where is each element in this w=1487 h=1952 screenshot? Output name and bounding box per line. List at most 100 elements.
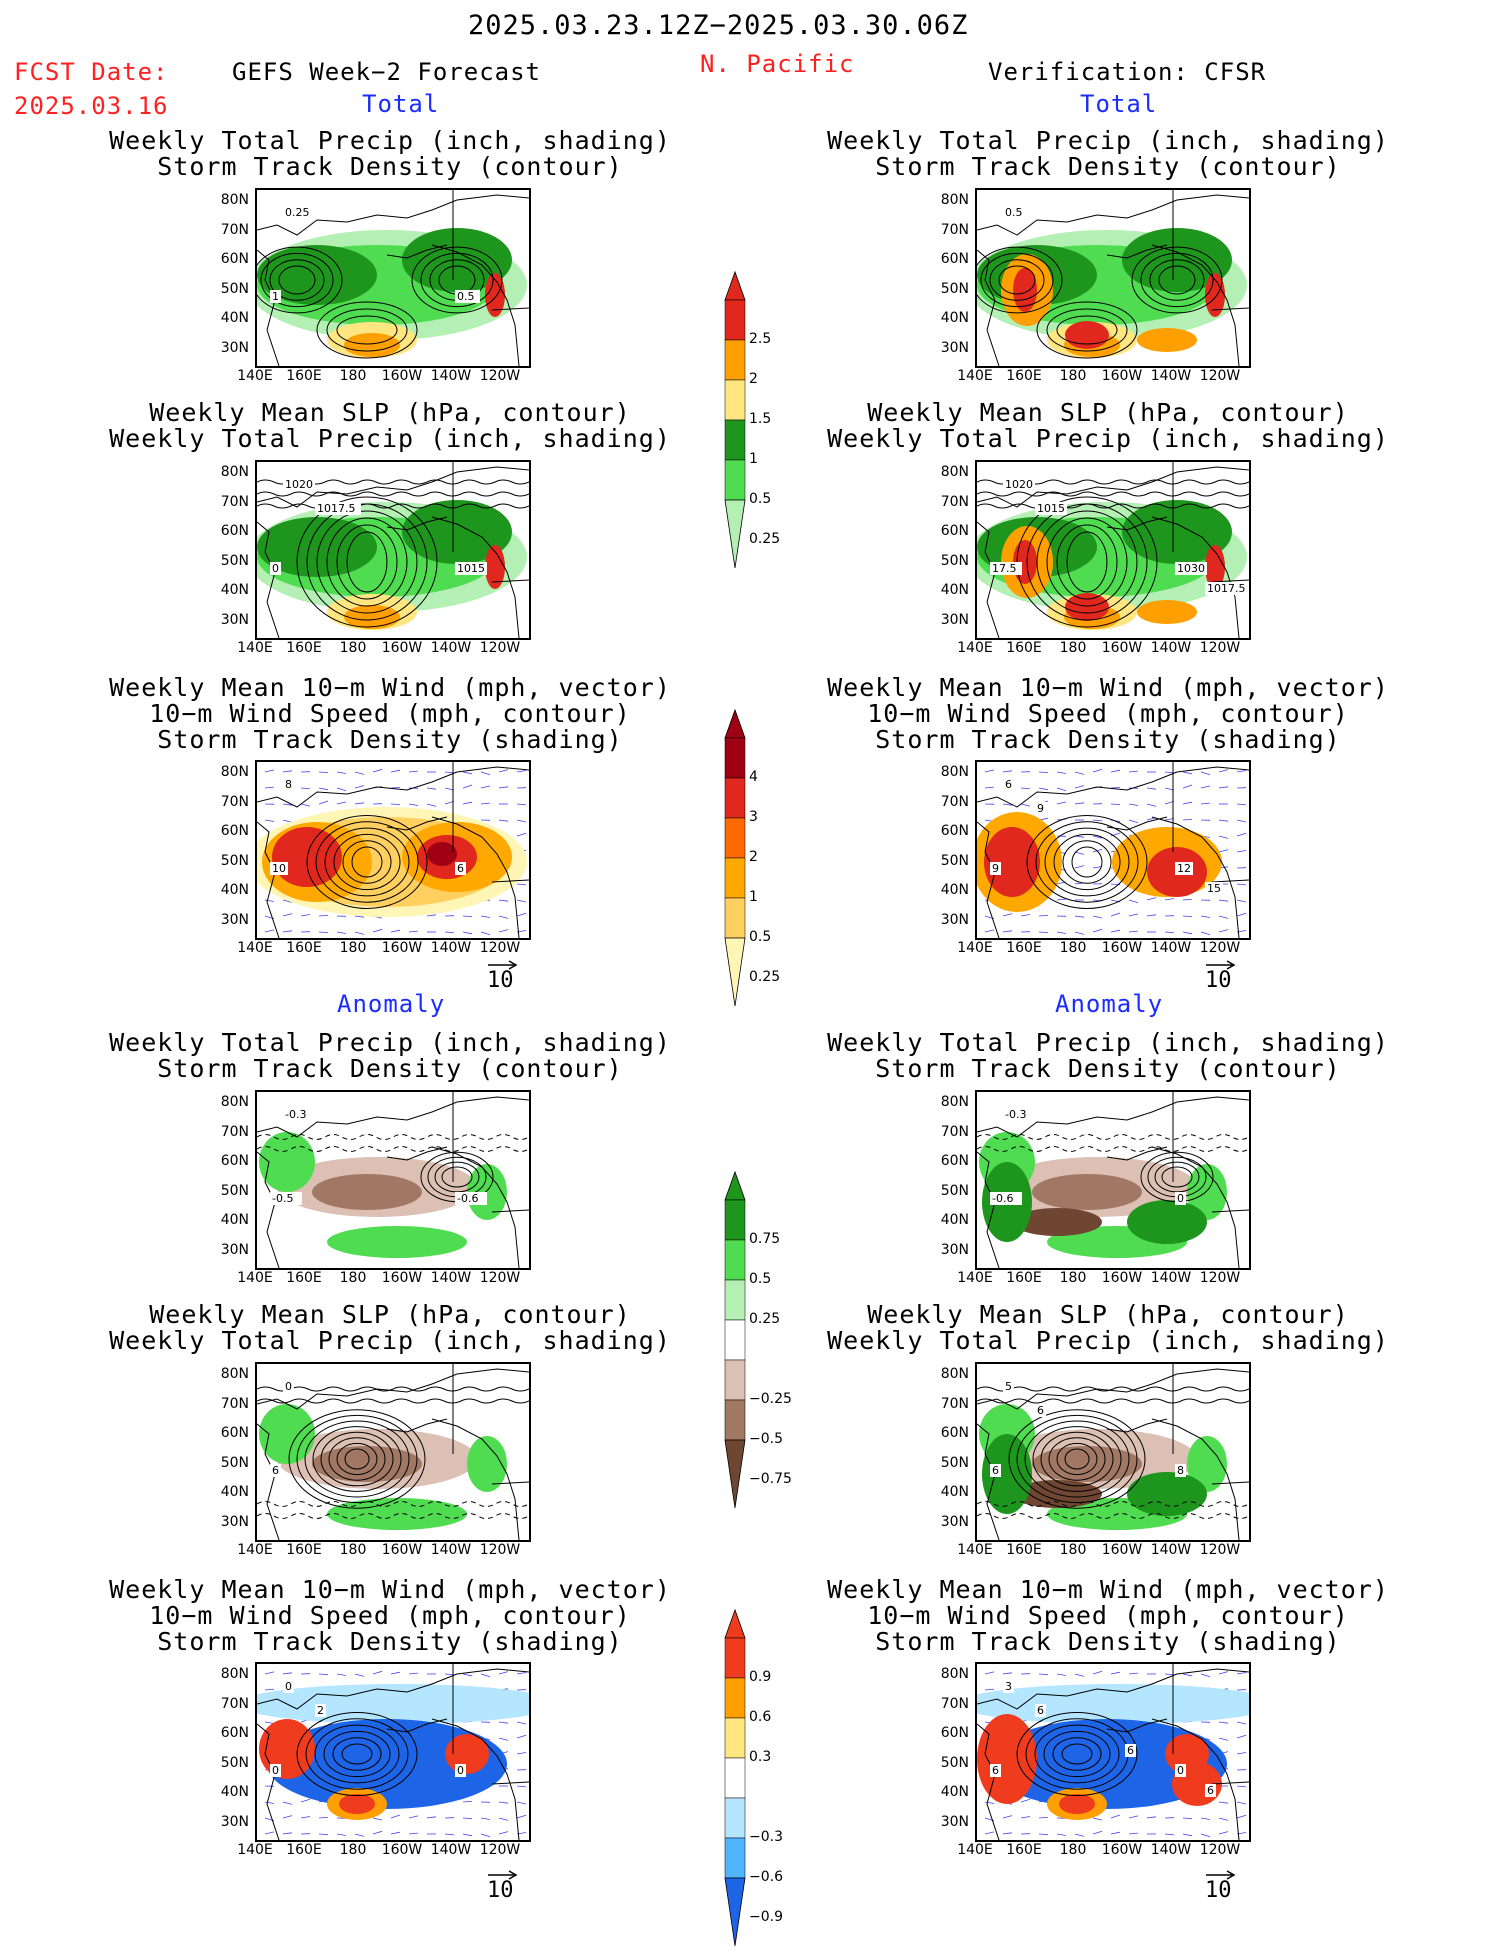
wind-vector xyxy=(1183,785,1192,788)
wind-vector xyxy=(1201,786,1210,788)
wind-vector xyxy=(373,1831,382,1834)
contour-label: -0.6 xyxy=(457,1192,478,1205)
lon-tick-label: 120W xyxy=(475,640,525,656)
wind-vector xyxy=(499,1722,508,1723)
wind-vector xyxy=(1129,771,1138,772)
section-anomaly-right: Anomaly xyxy=(1055,990,1163,1018)
colorbar-label: 0.3 xyxy=(749,1749,771,1765)
wind-vector xyxy=(1147,915,1156,916)
lon-tick-label: 120W xyxy=(1195,1542,1245,1558)
contour-label: -0.3 xyxy=(285,1108,306,1121)
colorbar-cap xyxy=(725,1440,745,1508)
wind-vector xyxy=(463,785,472,788)
colorbar-segment xyxy=(725,1240,745,1280)
wind-vector xyxy=(1057,932,1066,934)
wind-vector xyxy=(1057,1834,1066,1836)
wind-vector xyxy=(1039,1834,1048,1835)
contour-label: 0.5 xyxy=(1005,206,1023,219)
wind-vector xyxy=(283,931,292,932)
lat-tick-label: 40N xyxy=(209,882,249,898)
lat-tick-label: 30N xyxy=(209,1814,249,1830)
wind-vector xyxy=(445,1834,454,1835)
lat-tick-label: 50N xyxy=(209,553,249,569)
wind-vector xyxy=(265,1832,274,1834)
wind-vector xyxy=(1003,914,1012,916)
wind-vector xyxy=(499,930,508,932)
wind-vector xyxy=(373,769,382,772)
wind-vector xyxy=(1021,1799,1030,1802)
wind-vector xyxy=(409,1833,418,1834)
wind-vector xyxy=(1021,1817,1030,1819)
lat-tick-label: 70N xyxy=(209,222,249,238)
wind-vector xyxy=(517,1802,526,1804)
wind-vector xyxy=(1219,916,1228,918)
lon-tick-label: 120W xyxy=(475,1542,525,1558)
lon-tick-label: 180 xyxy=(328,1842,378,1858)
lat-tick-label: 50N xyxy=(209,281,249,297)
contour-label: 8 xyxy=(1177,1464,1184,1477)
contour-label: 2 xyxy=(317,1704,324,1717)
wind-vector xyxy=(1021,915,1030,917)
lon-tick-label: 140W xyxy=(1146,1542,1196,1558)
wind-vector xyxy=(1075,916,1084,917)
lat-tick-label: 70N xyxy=(929,794,969,810)
colorbar-label: −0.6 xyxy=(749,1869,783,1885)
forecast-map-panel: -0.3-0.5-0.6 xyxy=(255,1090,531,1270)
coastline xyxy=(387,1147,447,1160)
wind-vector xyxy=(499,1738,508,1740)
colorbar-segment xyxy=(725,1320,745,1360)
wind-vector xyxy=(517,1722,526,1724)
wind-vector xyxy=(481,1834,490,1837)
wind-vector xyxy=(1003,1816,1012,1818)
lon-tick-label: 160W xyxy=(1097,1842,1147,1858)
colorbar-label: 0.25 xyxy=(749,969,780,985)
anom-shading xyxy=(259,1132,315,1192)
lat-tick-label: 70N xyxy=(209,1396,249,1412)
anom-shading xyxy=(1059,1794,1095,1814)
wind-vector xyxy=(427,915,436,916)
contour-label: 17.5 xyxy=(992,562,1017,575)
wind-vector xyxy=(1219,1802,1228,1803)
colorbar-precip_total xyxy=(723,270,747,574)
lat-tick-label: 80N xyxy=(209,464,249,480)
wind-vector xyxy=(265,770,274,772)
lat-tick-label: 40N xyxy=(209,1784,249,1800)
wind-vector xyxy=(1075,852,1084,854)
lat-tick-label: 30N xyxy=(929,1242,969,1258)
wind-vector xyxy=(319,788,328,790)
wind-vector xyxy=(427,788,436,789)
contour-label: 10 xyxy=(272,862,286,875)
lat-tick-label: 70N xyxy=(209,494,249,510)
wind-vector xyxy=(355,803,364,804)
lat-tick-label: 70N xyxy=(929,1124,969,1140)
lat-tick-label: 30N xyxy=(209,1242,249,1258)
wind-vector xyxy=(1201,772,1210,775)
wind-vector xyxy=(427,804,436,806)
colorbar-label: −0.75 xyxy=(749,1471,792,1487)
wind-vector xyxy=(1129,931,1138,932)
colorbar-label: 0.6 xyxy=(749,1709,771,1725)
wind-vector xyxy=(409,771,418,772)
lon-tick-label: 140W xyxy=(1146,368,1196,384)
lon-tick-label: 160W xyxy=(377,368,427,384)
colorbar-segment xyxy=(725,1400,745,1440)
lon-tick-label: 140E xyxy=(950,640,1000,656)
wind-vector xyxy=(463,1834,472,1836)
precip-shading xyxy=(1065,321,1109,349)
wind-vector xyxy=(409,931,418,932)
wind-vector xyxy=(1111,804,1120,805)
wind-vector xyxy=(1147,1817,1156,1818)
contour-label: 0.25 xyxy=(285,206,310,219)
wind-vector xyxy=(1057,772,1066,774)
wind-vector xyxy=(1111,787,1120,788)
wind-vector xyxy=(391,1815,400,1818)
lat-tick-label: 80N xyxy=(209,1094,249,1110)
lon-tick-label: 160W xyxy=(1097,368,1147,384)
lat-tick-label: 60N xyxy=(209,523,249,539)
lon-tick-label: 140E xyxy=(950,1270,1000,1286)
colorbar-label: 3 xyxy=(749,809,758,825)
colorbar-label: −0.9 xyxy=(749,1909,783,1925)
lon-tick-label: 180 xyxy=(1048,1270,1098,1286)
